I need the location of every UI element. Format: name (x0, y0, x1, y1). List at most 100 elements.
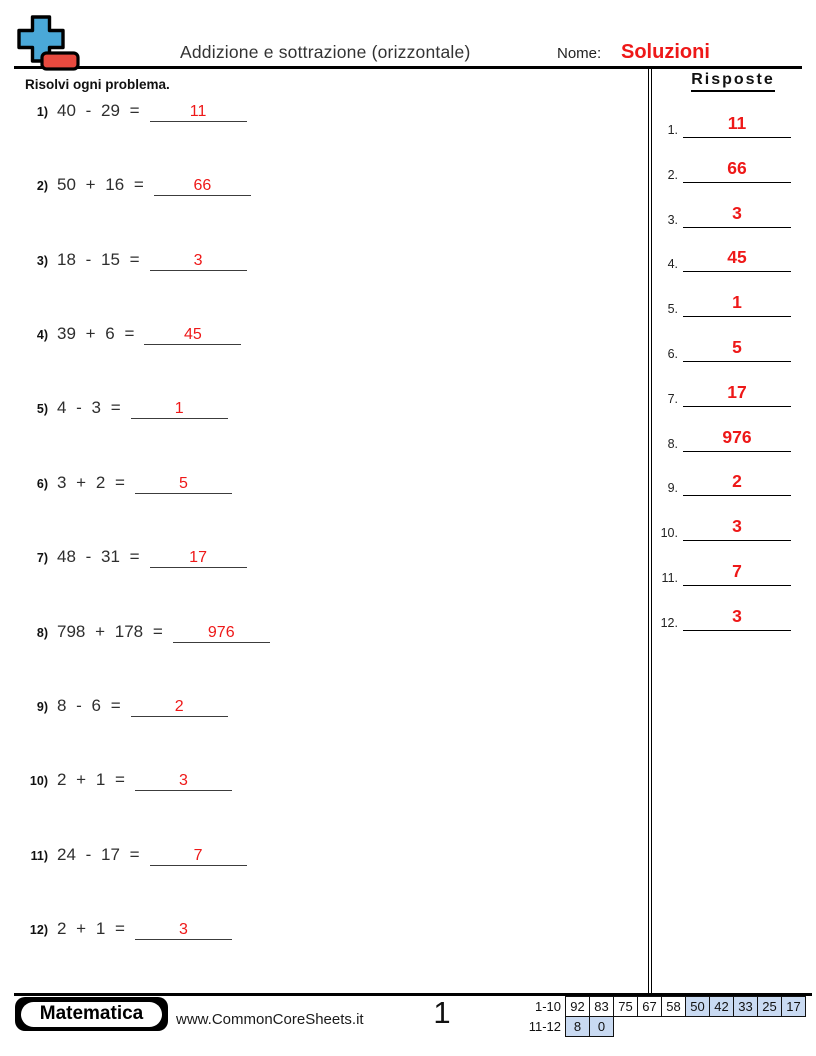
answer-line: 45 (683, 239, 791, 273)
answer-number: 10. (660, 526, 678, 541)
score-cell: 75 (613, 996, 638, 1017)
problem-expression: 18 - 15 = (57, 249, 140, 269)
answer-line: 1 (683, 284, 791, 318)
minus-glyph (40, 51, 80, 71)
problem-expression: 3 + 2 = (57, 472, 125, 492)
problem-answer: 3 (178, 772, 188, 790)
answer-row: 6. 5 (652, 330, 791, 362)
problem-row: 1) 40 - 29 = 11 (14, 101, 247, 122)
answer-number: 1. (667, 123, 678, 137)
score-cell: 58 (661, 996, 686, 1017)
answer-value: 66 (727, 157, 747, 178)
problem-number: 8) (36, 625, 48, 640)
answer-row: 5. 1 (652, 284, 791, 318)
answer-row: 12. 3 (652, 599, 791, 631)
problem-expression: 4 - 3 = (57, 398, 121, 418)
problem-number: 6) (36, 476, 48, 491)
answer-number: 9. (667, 481, 678, 496)
name-value-soluzioni: Soluzioni (621, 41, 710, 63)
answer-line: 3 (683, 598, 791, 631)
answer-line: 7 (683, 553, 791, 586)
answer-number: 12. (660, 615, 678, 630)
answers-column-header: Risposte (658, 71, 808, 92)
problem-row: 9) 8 - 6 = 2 (14, 696, 228, 717)
answer-line: 3 (683, 195, 791, 228)
problem-answer: 5 (178, 474, 188, 492)
problem-number: 10) (29, 774, 48, 789)
answer-row: 7. 17 (652, 375, 791, 407)
problem-row: 12) 2 + 1 = 3 (14, 919, 232, 940)
problem-row: 6) 3 + 2 = 5 (14, 473, 232, 494)
problem-number: 2) (36, 179, 48, 194)
score-cell: 50 (685, 996, 710, 1017)
answer-line: 11 (683, 105, 791, 138)
problem-expression: 39 + 6 = (57, 324, 135, 344)
problem-expression: 2 + 1 = (57, 770, 125, 790)
problem-expression: 40 - 29 = (57, 101, 140, 120)
page-number: 1 (433, 995, 451, 1030)
answer-row: 3. 3 (652, 196, 791, 228)
problem-row: 5) 4 - 3 = 1 (14, 398, 228, 420)
problem-row: 8) 798 + 178 = 976 (14, 622, 270, 643)
score-row-label: 1-10 (534, 999, 561, 1014)
problem-expression: 24 - 17 = (57, 844, 140, 864)
answers-title: Risposte (691, 71, 775, 92)
answer-line: 2 (683, 463, 791, 497)
instructions-text: Risolvi ogni problema. (25, 77, 170, 92)
problem-row: 11) 24 - 17 = 7 (14, 845, 247, 866)
score-cell: 67 (637, 996, 662, 1017)
footer-rule (14, 993, 812, 996)
problem-answer: 3 (178, 920, 188, 938)
answer-row: 1. 11 (652, 106, 791, 138)
problem-row: 4) 39 + 6 = 45 (14, 324, 242, 346)
problem-number: 3) (36, 253, 48, 268)
problem-number: 5) (36, 402, 48, 417)
answer-number: 6. (667, 347, 678, 361)
answer-number: 7. (667, 391, 678, 406)
problem-expression: 8 - 6 = (57, 695, 121, 715)
answer-line: 976 (683, 419, 791, 452)
problem-answer-line: 5 (134, 474, 232, 494)
score-cell: 0 (589, 1016, 614, 1037)
answer-value: 2 (732, 471, 742, 492)
answer-line: 17 (683, 374, 791, 407)
score-cell: 8 (565, 1016, 590, 1037)
problem-answer-line: 3 (149, 251, 247, 271)
answer-line: 3 (683, 508, 791, 542)
answer-value: 3 (732, 516, 742, 537)
answer-line: 66 (683, 150, 791, 183)
problem-answer: 976 (207, 623, 235, 641)
answer-value: 45 (727, 247, 747, 268)
answer-value: 1 (732, 292, 742, 313)
answer-number: 4. (667, 257, 678, 272)
brand-badge: Matematica (15, 997, 168, 1031)
brand-label: Matematica (21, 1001, 162, 1027)
score-cell: 25 (757, 996, 782, 1017)
problem-answer-line: 45 (144, 326, 242, 346)
problem-row: 3) 18 - 15 = 3 (14, 250, 247, 271)
answer-value: 11 (727, 113, 747, 133)
answer-row: 2. 66 (652, 151, 791, 183)
problem-number: 12) (29, 922, 48, 937)
page-title: Addizione e sottrazione (orizzontale) (180, 42, 471, 62)
problem-answer: 3 (193, 251, 203, 269)
answer-value: 7 (732, 561, 742, 581)
answer-value: 3 (732, 202, 742, 223)
website-link: www.CommonCoreSheets.it (176, 1011, 364, 1028)
score-cell: 83 (589, 996, 614, 1017)
answer-row: 11. 7 (652, 554, 791, 586)
plus-minus-icon (17, 15, 80, 71)
problem-answer-line: 1 (130, 400, 228, 420)
answer-number: 11. (661, 571, 678, 585)
problem-number: 9) (36, 699, 48, 714)
answer-row: 4. 45 (652, 239, 791, 273)
problem-row: 10) 2 + 1 = 3 (14, 770, 232, 792)
problem-expression: 50 + 16 = (57, 175, 144, 195)
answer-value: 17 (727, 381, 747, 402)
problem-answer-line: 976 (172, 623, 270, 643)
answer-value: 976 (722, 426, 752, 447)
score-cell: 33 (733, 996, 758, 1017)
problem-row: 7) 48 - 31 = 17 (14, 547, 247, 569)
name-label: Nome: (557, 45, 602, 62)
problem-answer: 7 (193, 846, 203, 864)
